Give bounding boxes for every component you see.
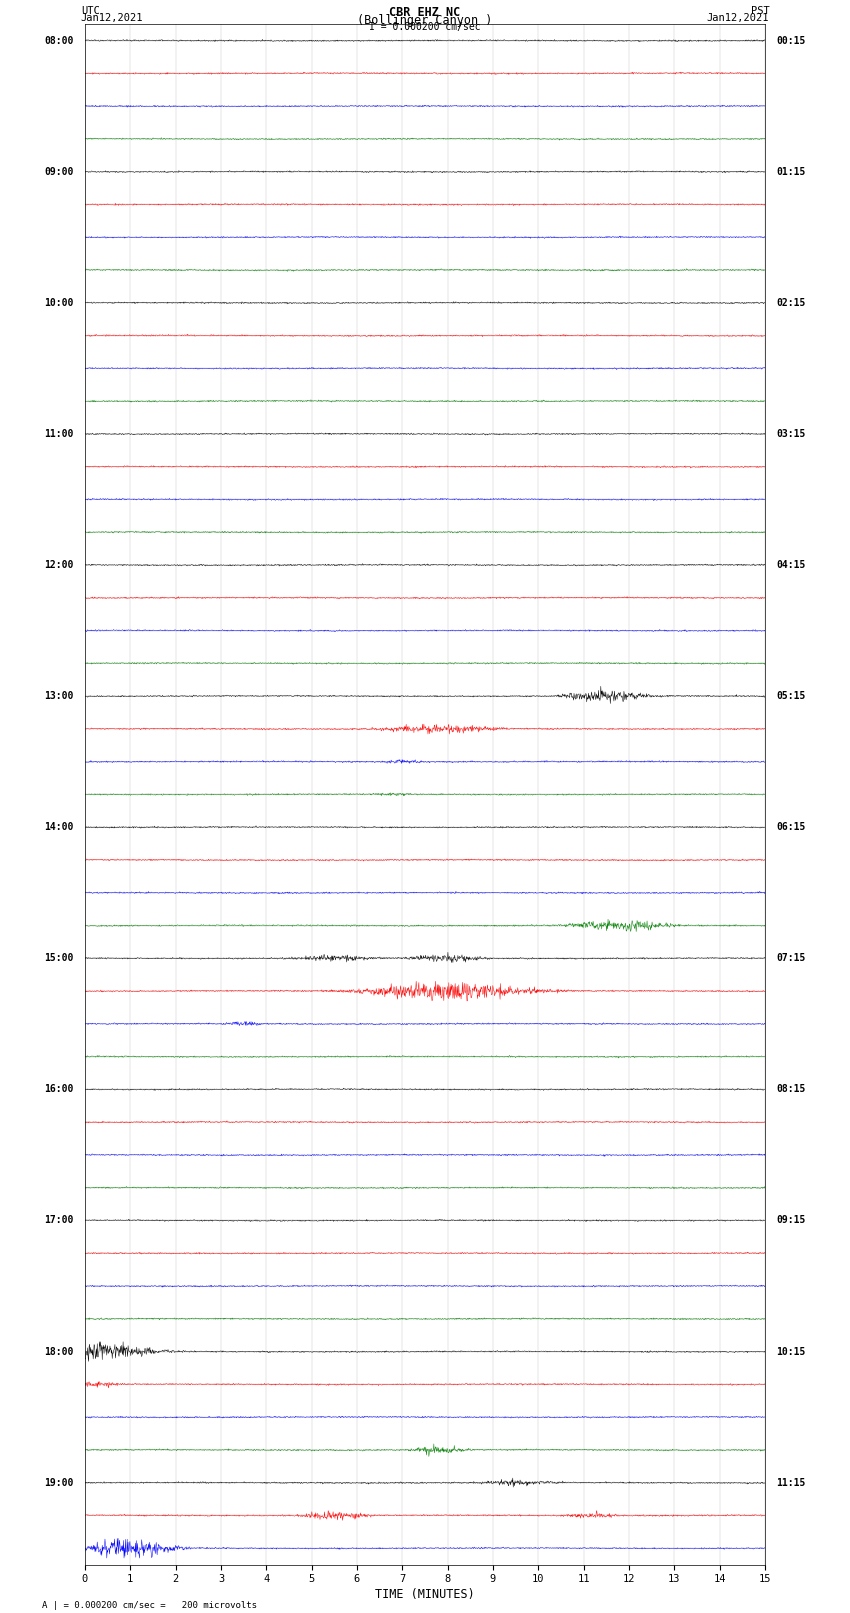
Text: 04:15: 04:15: [776, 560, 806, 569]
Text: 06:15: 06:15: [776, 823, 806, 832]
Text: Jan12,2021: Jan12,2021: [706, 13, 769, 23]
Text: 17:00: 17:00: [44, 1216, 74, 1226]
Text: 18:00: 18:00: [44, 1347, 74, 1357]
Text: Jan12,2021: Jan12,2021: [81, 13, 144, 23]
Text: 19:00: 19:00: [44, 1478, 74, 1487]
Text: 12:00: 12:00: [44, 560, 74, 569]
Text: 03:15: 03:15: [776, 429, 806, 439]
Text: 08:15: 08:15: [776, 1084, 806, 1094]
Text: 05:15: 05:15: [776, 690, 806, 702]
Text: 13:00: 13:00: [44, 690, 74, 702]
Text: CBR EHZ NC: CBR EHZ NC: [389, 5, 461, 19]
Text: 09:15: 09:15: [776, 1216, 806, 1226]
Text: 15:00: 15:00: [44, 953, 74, 963]
Text: 02:15: 02:15: [776, 298, 806, 308]
Text: I = 0.000200 cm/sec: I = 0.000200 cm/sec: [369, 23, 481, 32]
Text: 10:15: 10:15: [776, 1347, 806, 1357]
Text: (Bollinger Canyon ): (Bollinger Canyon ): [357, 13, 493, 27]
Text: PST: PST: [751, 5, 769, 16]
Text: 11:00: 11:00: [44, 429, 74, 439]
Text: 16:00: 16:00: [44, 1084, 74, 1094]
Text: UTC: UTC: [81, 5, 99, 16]
Text: 11:15: 11:15: [776, 1478, 806, 1487]
Text: 09:00: 09:00: [44, 166, 74, 177]
Text: 01:15: 01:15: [776, 166, 806, 177]
Text: 07:15: 07:15: [776, 953, 806, 963]
X-axis label: TIME (MINUTES): TIME (MINUTES): [375, 1589, 475, 1602]
Text: 10:00: 10:00: [44, 298, 74, 308]
Text: 08:00: 08:00: [44, 35, 74, 45]
Text: 00:15: 00:15: [776, 35, 806, 45]
Text: A | = 0.000200 cm/sec =   200 microvolts: A | = 0.000200 cm/sec = 200 microvolts: [42, 1600, 258, 1610]
Text: 14:00: 14:00: [44, 823, 74, 832]
